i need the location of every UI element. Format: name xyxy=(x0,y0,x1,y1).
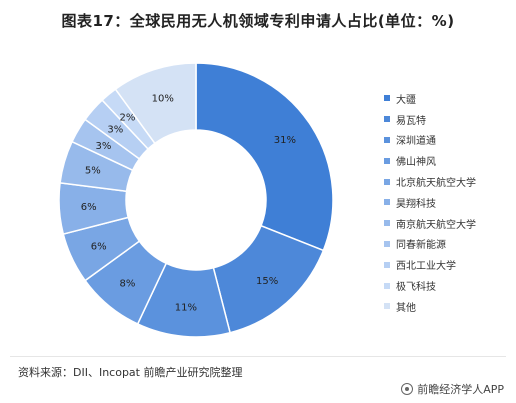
slice-label-8: 3% xyxy=(96,141,112,152)
legend-item-11: 其他 xyxy=(384,296,476,317)
slice-label-3: 11% xyxy=(175,303,197,314)
legend-item-9: 西北工业大学 xyxy=(384,254,476,275)
slice-label-5: 6% xyxy=(91,241,107,252)
slice-11 xyxy=(114,62,197,145)
legend-swatch xyxy=(384,261,390,268)
legend: 大疆易瓦特深圳道通佛山神风北京航天航空大学 昊翔科技南京航天航空大学 同春新能源西北… xyxy=(384,88,476,317)
legend-item-7: 南京航天航空大学 xyxy=(384,213,476,234)
legend-item-4: 佛山神风 xyxy=(384,150,476,171)
divider xyxy=(10,356,506,357)
legend-swatch xyxy=(384,116,390,123)
source-note: 资料来源：DII、Incopat 前瞻产业研究院整理 xyxy=(18,366,243,379)
slice-label-9: 3% xyxy=(107,124,123,135)
legend-label: 大疆 xyxy=(396,94,416,106)
legend-label: 西北工业大学 xyxy=(396,261,456,273)
legend-label: 深圳道通 xyxy=(396,136,436,148)
legend-swatch xyxy=(384,178,390,185)
legend-swatch xyxy=(384,220,390,227)
slice-label-4: 8% xyxy=(120,278,136,289)
legend-swatch xyxy=(384,303,390,310)
legend-label: 同春新能源 xyxy=(396,240,446,252)
legend-swatch xyxy=(384,199,390,206)
slice-label-11: 10% xyxy=(152,93,174,104)
slice-label-6: 6% xyxy=(81,202,97,213)
legend-label: 北京航天航空大学 xyxy=(396,178,476,190)
legend-label: 极飞科技 xyxy=(396,282,436,294)
legend-item-3: 深圳道通 xyxy=(384,130,476,151)
brand-mark: 前瞻经济学人APP xyxy=(401,381,504,397)
legend-swatch xyxy=(384,136,390,143)
legend-swatch xyxy=(384,157,390,164)
slice-label-10: 2% xyxy=(120,113,136,124)
legend-label: 易瓦特 xyxy=(396,115,426,127)
legend-swatch xyxy=(384,240,390,247)
legend-label: 昊翔科技 xyxy=(396,198,436,210)
legend-swatch xyxy=(384,95,390,102)
chart-title: 图表17：全球民用无人机领域专利申请人占比(单位：%) xyxy=(61,12,455,30)
legend-item-5: 北京航天航空大学 xyxy=(384,171,476,192)
legend-item-10: 极飞科技 xyxy=(384,275,476,296)
legend-item-6: 昊翔科技 xyxy=(384,192,476,213)
slice-label-7: 5% xyxy=(85,166,101,177)
legend-label: 南京航天航空大学 xyxy=(396,219,476,231)
brand-icon xyxy=(401,383,414,395)
legend-label: 其他 xyxy=(396,302,416,314)
slice-label-2: 15% xyxy=(256,276,278,287)
brand-label: 前瞻经济学人APP xyxy=(417,383,504,396)
legend-swatch xyxy=(384,282,390,289)
legend-label: 佛山神风 xyxy=(396,157,436,169)
slice-label-1: 31% xyxy=(274,135,296,146)
slice-1 xyxy=(195,62,334,252)
donut-chart: 31%15%11%8%6%6%5%3%3%2%10% xyxy=(58,62,334,338)
legend-item-1: 大疆 xyxy=(384,88,476,109)
legend-item-8: 同春新能源 xyxy=(384,234,476,255)
legend-item-2: 易瓦特 xyxy=(384,109,476,130)
